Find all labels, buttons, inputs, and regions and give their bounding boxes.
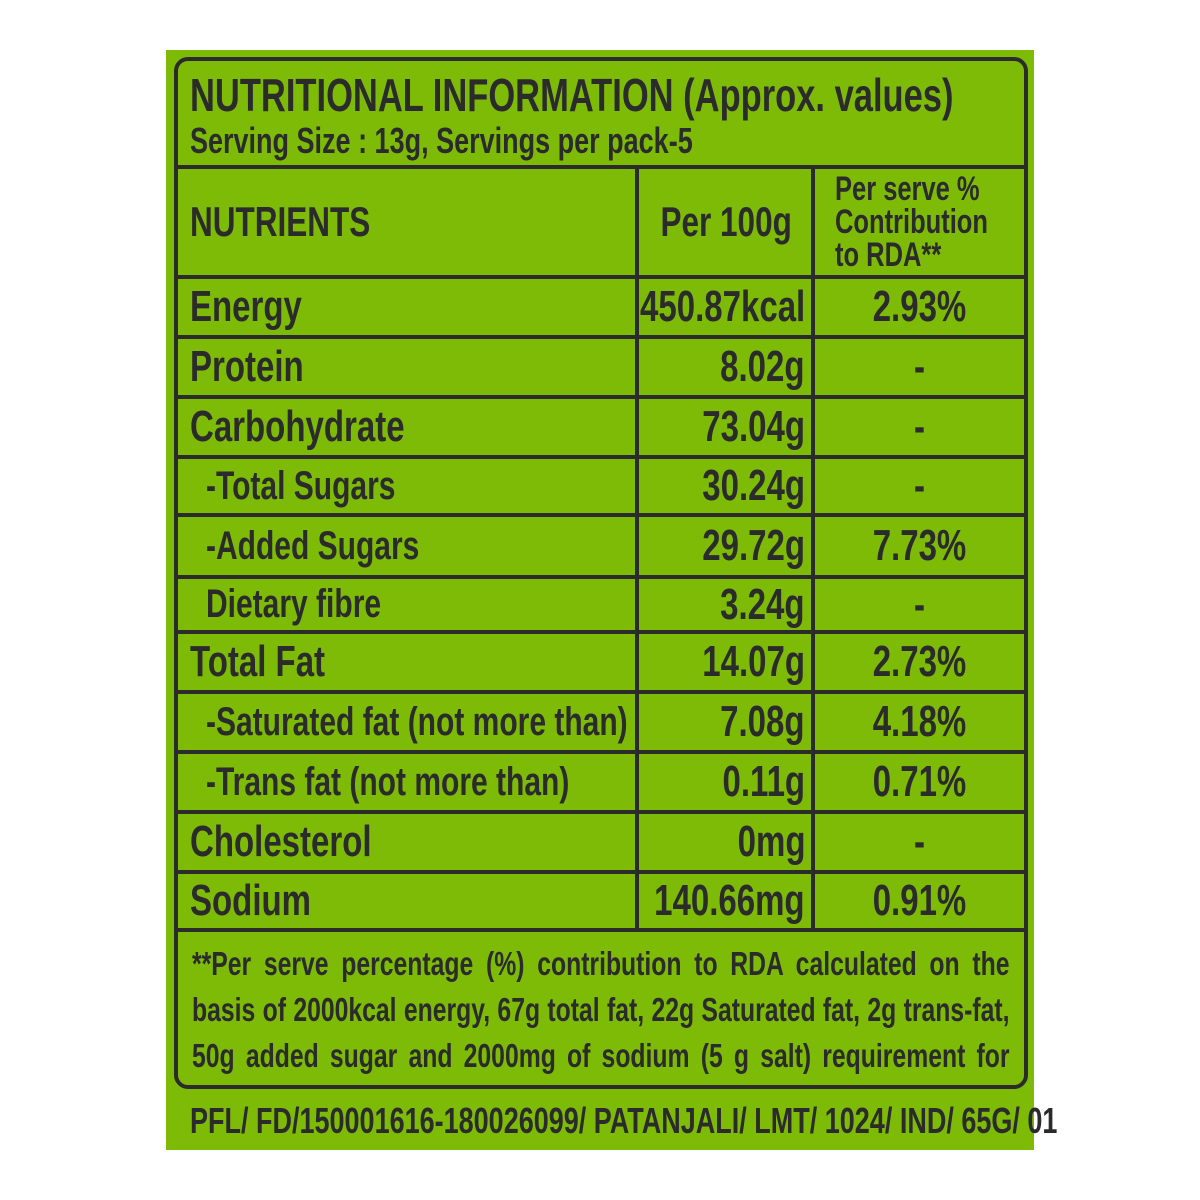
nutrient-name-cell: Sodium xyxy=(178,874,635,928)
rda-value: - xyxy=(914,579,925,629)
per-100g-value: 73.04g xyxy=(702,402,805,451)
per-100g-value-cell: 14.07g xyxy=(639,634,811,690)
column-divider xyxy=(635,165,639,932)
per-100g-value-cell: 140.66mg xyxy=(639,874,811,928)
rda-value-cell: - xyxy=(815,814,1024,870)
nutrient-name-cell: Total Fat xyxy=(178,634,635,690)
nutrient-name: Carbohydrate xyxy=(190,402,405,451)
header-rda-text: Contribution xyxy=(835,202,988,241)
row-divider xyxy=(178,630,1024,634)
license-code: PFL/ FD/150001616-180026099/ PATANJALI/ … xyxy=(190,1100,1058,1141)
nutrient-name: -Total Sugars xyxy=(206,463,396,508)
nutrient-name: Cholesterol xyxy=(190,817,372,866)
nutrient-name-cell: -Total Sugars xyxy=(178,459,635,513)
rda-value-cell: - xyxy=(815,399,1024,455)
nutrient-name-cell: Dietary fibre xyxy=(178,579,635,630)
nutrient-name: -Added Sugars xyxy=(206,523,420,568)
nutrient-name-cell: Carbohydrate xyxy=(178,399,635,455)
header-rda: Per serve % Contribution to RDA** xyxy=(815,169,1024,275)
header-per100g-cell: Per 100g xyxy=(639,169,811,275)
rda-value: - xyxy=(914,817,925,866)
header-per100g: Per 100g xyxy=(660,198,792,245)
row-divider xyxy=(178,335,1024,339)
label-title: NUTRITIONAL INFORMATION (Approx. values) xyxy=(190,69,954,121)
nutrition-table: NUTRITIONAL INFORMATION (Approx. values)… xyxy=(174,57,1028,1089)
row-divider xyxy=(178,395,1024,399)
row-divider xyxy=(178,690,1024,694)
nutrient-name-cell: -Trans fat (not more than) xyxy=(178,754,635,810)
rda-value: 7.73% xyxy=(872,521,967,570)
rda-value: 2.73% xyxy=(872,637,967,686)
per-100g-value: 0.11g xyxy=(722,757,805,806)
per-100g-value: 30.24g xyxy=(702,461,805,510)
per-100g-value: 29.72g xyxy=(702,521,805,570)
per-100g-value-cell: 3.24g xyxy=(639,579,811,630)
per-100g-value: 450.87kcal xyxy=(639,282,805,331)
per-100g-value-cell: 0.11g xyxy=(639,754,811,810)
nutrient-name-cell: Cholesterol xyxy=(178,814,635,870)
header-rda-text: to RDA** xyxy=(835,235,942,274)
rda-value: 0.71% xyxy=(872,757,967,806)
row-divider xyxy=(178,750,1024,754)
serving-size: Serving Size : 13g, Servings per pack-5 xyxy=(190,120,693,161)
rda-value: 4.18% xyxy=(872,697,967,746)
nutrient-name: Total Fat xyxy=(190,637,326,686)
rda-value-cell: - xyxy=(815,459,1024,513)
header-nutrients: NUTRIENTS xyxy=(190,198,371,245)
per-100g-value-cell: 8.02g xyxy=(639,339,811,395)
per-100g-value: 8.02g xyxy=(720,342,805,391)
row-divider xyxy=(178,575,1024,579)
per-100g-value: 140.66mg xyxy=(654,876,805,925)
rda-value-cell: 4.18% xyxy=(815,694,1024,750)
nutrient-name-cell: Energy xyxy=(178,279,635,335)
per-100g-value-cell: 30.24g xyxy=(639,459,811,513)
rda-value-cell: 0.91% xyxy=(815,874,1024,928)
rda-value-cell: - xyxy=(815,579,1024,630)
per-100g-value-cell: 29.72g xyxy=(639,517,811,575)
rda-value-cell: 2.73% xyxy=(815,634,1024,690)
nutrient-name-cell: Protein xyxy=(178,339,635,395)
header-rda-text: Per serve % xyxy=(835,169,980,208)
rda-value: 0.91% xyxy=(872,876,967,925)
per-100g-value-cell: 7.08g xyxy=(639,694,811,750)
rda-value-cell: - xyxy=(815,339,1024,395)
rda-value-cell: 0.71% xyxy=(815,754,1024,810)
per-100g-value-cell: 450.87kcal xyxy=(639,279,811,335)
rda-value: 2.93% xyxy=(872,282,967,331)
row-divider xyxy=(178,810,1024,814)
nutrient-name: Sodium xyxy=(190,876,311,925)
per-100g-value: 7.08g xyxy=(720,697,805,746)
per-100g-value: 0mg xyxy=(737,817,805,866)
rda-value-cell: 2.93% xyxy=(815,279,1024,335)
row-divider xyxy=(178,275,1024,279)
nutrient-name: -Trans fat (not more than) xyxy=(206,759,570,804)
header-nutrients-cell: NUTRIENTS xyxy=(178,169,635,275)
row-divider xyxy=(178,165,1024,169)
footnote: **Per serve percentage (%) contribution … xyxy=(192,945,1010,1085)
row-divider xyxy=(178,928,1024,932)
nutrient-name: Energy xyxy=(190,282,302,331)
nutrient-name: Protein xyxy=(190,342,304,391)
rda-value: - xyxy=(914,461,925,510)
rda-value: - xyxy=(914,342,925,391)
per-100g-value: 14.07g xyxy=(702,637,805,686)
row-divider xyxy=(178,870,1024,874)
row-divider xyxy=(178,513,1024,517)
per-100g-value-cell: 0mg xyxy=(639,814,811,870)
rda-value-cell: 7.73% xyxy=(815,517,1024,575)
row-divider xyxy=(178,455,1024,459)
per-100g-value: 3.24g xyxy=(720,579,805,629)
nutrient-name: -Saturated fat (not more than) xyxy=(206,699,628,744)
nutrient-name-cell: -Saturated fat (not more than) xyxy=(178,694,635,750)
rda-value: - xyxy=(914,402,925,451)
label-panel xyxy=(166,50,1034,1150)
nutrient-name-cell: -Added Sugars xyxy=(178,517,635,575)
per-100g-value-cell: 73.04g xyxy=(639,399,811,455)
column-divider xyxy=(811,165,815,932)
nutrient-name: Dietary fibre xyxy=(206,582,382,626)
